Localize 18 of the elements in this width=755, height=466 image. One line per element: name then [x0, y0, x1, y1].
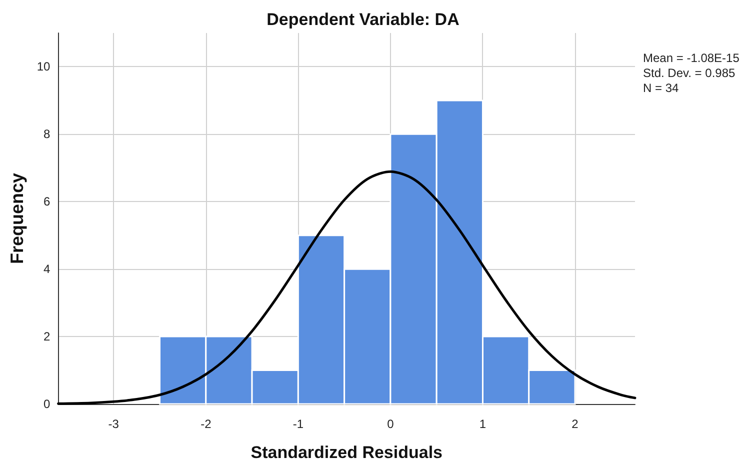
x-tick-label: 1	[479, 417, 486, 431]
text: Mean = -1.08E-15	[643, 51, 740, 65]
y-tick-label: 8	[44, 127, 51, 142]
x-tick-label: 2	[572, 417, 579, 431]
y-tick-label: 0	[44, 397, 51, 411]
y-axis-title: Frequency	[7, 172, 27, 264]
x-tick-label: -2	[200, 417, 212, 431]
x-axis-title: Standardized Residuals	[250, 443, 443, 462]
y-tick-label: 2	[44, 330, 51, 344]
text: Std. Dev. = 0.985	[643, 66, 736, 80]
y-tick-label: 10	[36, 60, 51, 74]
chart-title: Dependent Variable: DA	[266, 10, 460, 29]
x-tick-label: 0	[387, 417, 394, 431]
text: N = 34	[643, 81, 680, 95]
y-tick-label: 6	[44, 194, 51, 209]
x-tick-label: -3	[108, 417, 120, 431]
y-tick-label: 4	[44, 262, 51, 276]
x-tick-label: -1	[292, 417, 304, 431]
